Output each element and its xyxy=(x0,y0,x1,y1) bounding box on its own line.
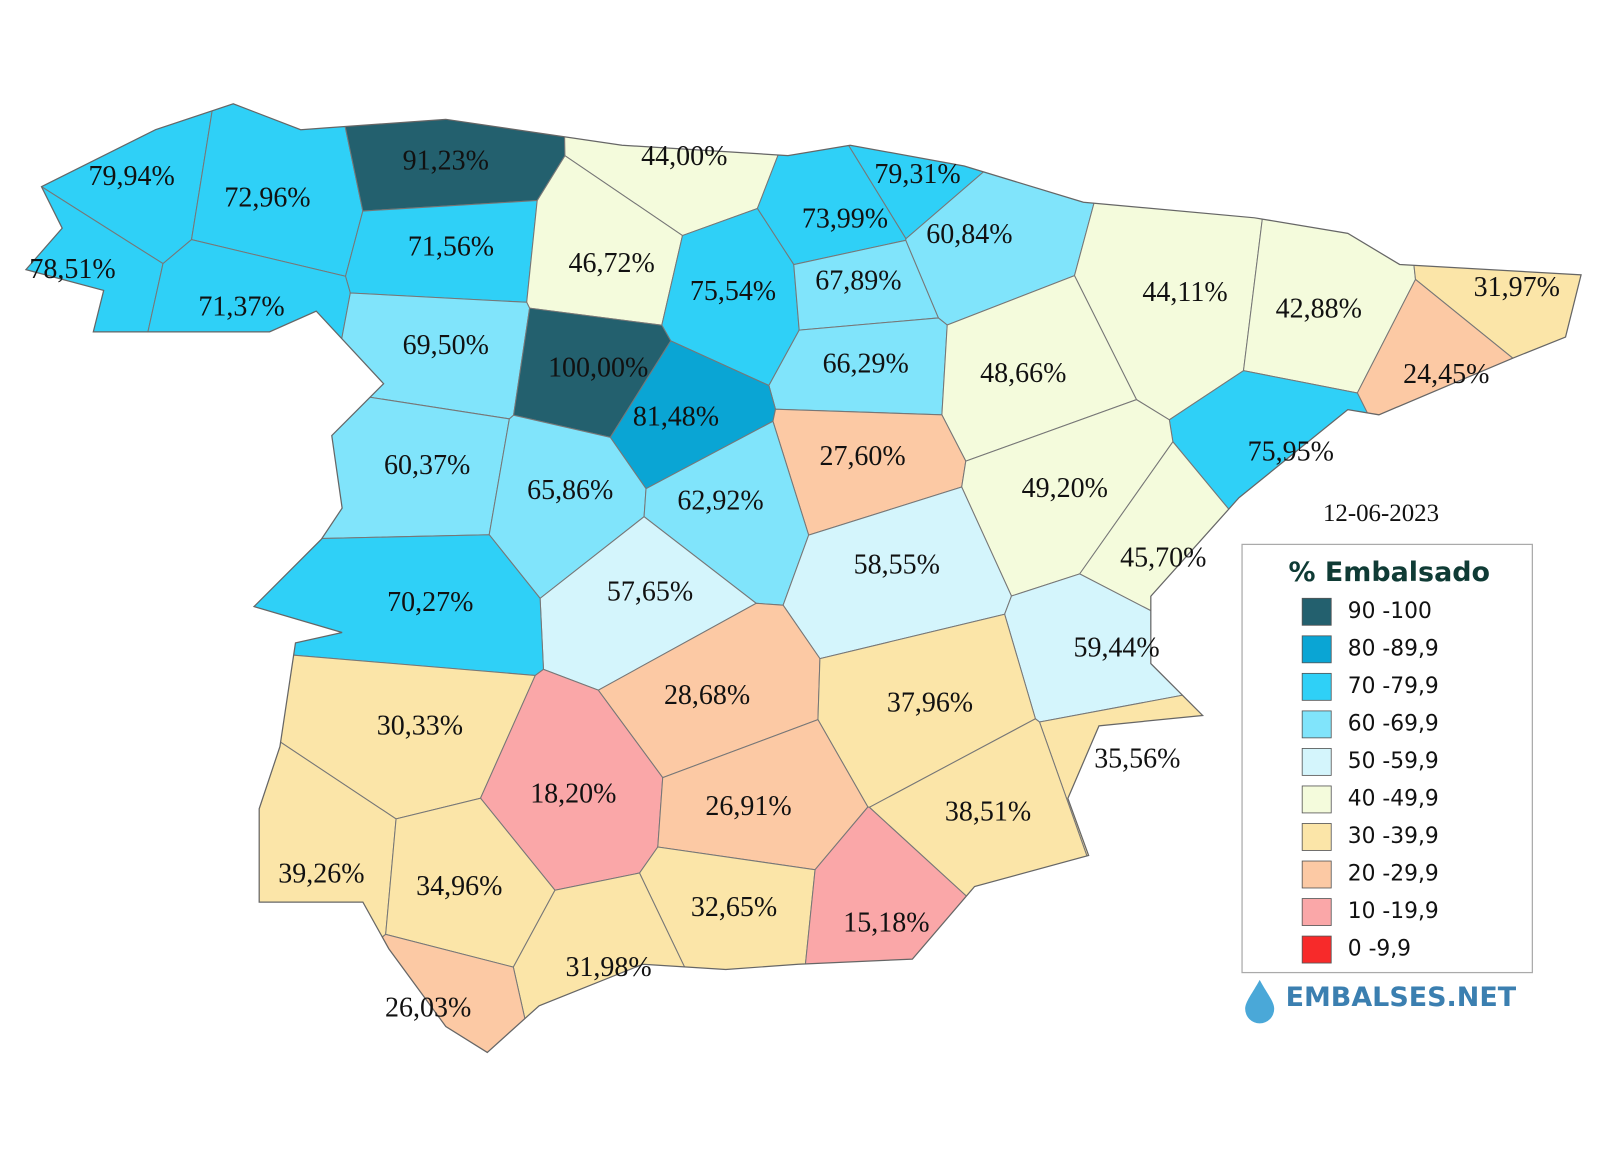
region-label: 71,37% xyxy=(198,291,284,322)
region-label: 32,65% xyxy=(691,892,777,923)
legend-label: 10 -19,9 xyxy=(1348,899,1439,924)
region-label: 28,68% xyxy=(664,680,750,711)
legend-swatch xyxy=(1301,597,1332,626)
region-label: 62,92% xyxy=(677,485,763,516)
region-label: 60,37% xyxy=(384,450,470,481)
region-label: 72,96% xyxy=(224,183,310,214)
region-label: 75,54% xyxy=(690,276,776,307)
region-label: 81,48% xyxy=(633,401,719,432)
legend-label: 30 -39,9 xyxy=(1348,824,1439,849)
region-label: 31,98% xyxy=(565,952,651,983)
legend-swatch xyxy=(1301,785,1332,814)
legend-swatch xyxy=(1301,672,1332,701)
legend-swatch xyxy=(1301,898,1332,926)
region-label: 78,51% xyxy=(29,254,115,285)
legend-label: 90 -100 xyxy=(1348,599,1432,624)
legend-swatch xyxy=(1301,860,1332,889)
region-label: 48,66% xyxy=(980,358,1066,389)
brand-icon xyxy=(1245,979,1275,1024)
region-label: 44,11% xyxy=(1142,277,1227,308)
region-label: 49,20% xyxy=(1022,473,1108,504)
region-label: 59,44% xyxy=(1073,633,1159,664)
region-label: 31,97% xyxy=(1474,272,1560,303)
region-label: 45,70% xyxy=(1120,542,1206,573)
legend-swatch xyxy=(1301,748,1332,776)
region-label: 34,96% xyxy=(416,871,502,902)
region-label: 42,88% xyxy=(1276,294,1362,325)
region-labels: 79,94% 72,96% 91,23% 44,00% 79,31% 78,51% 71,5… xyxy=(29,141,1560,1023)
region xyxy=(79,534,544,677)
legend-box xyxy=(1241,543,1533,974)
region-label: 35,56% xyxy=(1094,744,1180,775)
region xyxy=(190,103,364,277)
legend-title: % Embalsado xyxy=(1289,557,1491,588)
region-label: 91,23% xyxy=(403,145,489,176)
legend-swatch xyxy=(1301,710,1332,739)
region-label: 18,20% xyxy=(530,779,616,810)
legend-swatch xyxy=(1301,823,1332,851)
region-label: 79,31% xyxy=(874,159,960,190)
region-label: 79,94% xyxy=(89,161,175,192)
region-label: 24,45% xyxy=(1403,359,1489,390)
region-label: 73,99% xyxy=(802,203,888,234)
legend-label: 80 -89,9 xyxy=(1348,636,1439,661)
region-label: 39,26% xyxy=(278,859,364,890)
region-label: 60,84% xyxy=(926,219,1012,250)
legend-label: 50 -59,9 xyxy=(1348,749,1439,774)
region-label: 70,27% xyxy=(387,587,473,618)
region xyxy=(112,933,556,1053)
outline xyxy=(24,103,1582,1054)
region-label: 30,33% xyxy=(377,710,463,741)
legend-label: 70 -79,9 xyxy=(1348,674,1439,699)
region-label: 71,56% xyxy=(408,231,494,262)
region-label: 75,95% xyxy=(1248,437,1334,468)
region-label: 37,96% xyxy=(887,688,973,719)
region-label: 58,55% xyxy=(854,550,940,581)
region-label: 65,86% xyxy=(527,475,613,506)
region-label: 66,29% xyxy=(823,348,909,379)
legend: 90 -100 80 -89,9 70 -79,9 60 -69,9 50 -59,9 4… xyxy=(1301,597,1439,964)
region-label: 38,51% xyxy=(945,796,1031,827)
region-label: 15,18% xyxy=(843,907,929,938)
region-label: 46,72% xyxy=(569,248,655,279)
legend-label: 20 -29,9 xyxy=(1348,862,1439,887)
legend-label: 40 -49,9 xyxy=(1348,786,1439,811)
region-label: 26,91% xyxy=(705,791,791,822)
brand: EMBALSES.NET xyxy=(1286,982,1517,1013)
region-label: 57,65% xyxy=(607,577,693,608)
legend-swatch xyxy=(1301,635,1332,664)
region-label: 100,00% xyxy=(548,353,648,384)
region-label: 69,50% xyxy=(403,330,489,361)
legend-swatch xyxy=(1301,935,1332,964)
legend-label: 0 -9,9 xyxy=(1348,937,1411,962)
date: 12-06-2023 xyxy=(1323,500,1439,527)
region-label: 67,89% xyxy=(815,266,901,297)
region-label: 44,00% xyxy=(641,141,727,172)
region-label: 27,60% xyxy=(819,441,905,472)
region-label: 26,03% xyxy=(385,992,471,1023)
legend-label: 60 -69,9 xyxy=(1348,711,1439,736)
